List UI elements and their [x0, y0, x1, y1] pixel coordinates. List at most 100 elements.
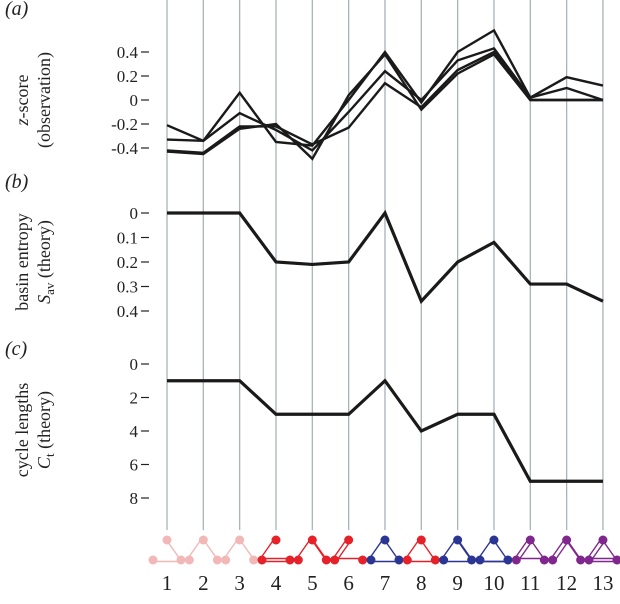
y-tick-label: 0.2: [117, 253, 138, 272]
x-tick-label: 13: [592, 571, 613, 595]
panel-a: (a) z-score (observation) 0.4 0.2 0 -0.2 -0.4: [5, 0, 604, 161]
x-tick-label: 5: [307, 571, 318, 595]
y-axis-label: cycle lengths Ct (theory): [12, 383, 57, 477]
motif-node: [475, 555, 485, 565]
y-axis-label-line: z-score: [12, 75, 32, 127]
x-tick-label: 3: [234, 571, 245, 595]
motif-icon-5: [293, 535, 331, 565]
motif-node: [503, 555, 513, 565]
y-axis-label-symbol: z: [12, 118, 32, 126]
y-tick-label: 0.3: [117, 278, 138, 297]
x-tick-label: 8: [416, 571, 427, 595]
y-tick-label: -0.2: [111, 115, 138, 134]
x-tick-label: 2: [198, 571, 209, 595]
x-tick-label: 12: [556, 571, 577, 595]
panel-label: (c): [5, 338, 28, 360]
motif-icon-9: [439, 535, 477, 565]
motif-node: [562, 535, 572, 545]
motif-icon-11: [511, 535, 549, 565]
y-axis-label-line: Ct (theory): [34, 391, 57, 469]
y-axis-label: z-score (observation): [12, 52, 55, 148]
y-axis-label-subscript: t: [42, 453, 57, 457]
x-tick-label: 10: [483, 571, 504, 595]
x-tick-label: 4: [271, 571, 282, 595]
motif-icon-6: [330, 535, 368, 565]
motif-icon-3: [221, 535, 259, 565]
y-tick-label: 0.1: [117, 229, 138, 248]
motif-node: [257, 555, 267, 565]
motif-node: [576, 555, 586, 565]
series-line-1: [167, 209, 604, 305]
motif-icon-12: [548, 535, 586, 565]
motif-icon-10: [475, 535, 513, 565]
motif-node: [285, 555, 295, 565]
motif-node: [321, 555, 331, 565]
motif-node: [467, 555, 477, 565]
panel-b: (b) basin entropy Sav (theory) 0 0.1 0.2 0.3 0.…: [5, 171, 604, 321]
motif-node: [330, 555, 340, 565]
y-axis-label-text: (theory): [34, 220, 55, 282]
series-line-2: [166, 46, 604, 152]
y-tick-label: 0.4: [117, 302, 139, 321]
motif-node: [598, 535, 608, 545]
motif-node: [221, 555, 231, 565]
motif-icon-8: [402, 535, 440, 565]
x-tick-label: 9: [452, 571, 463, 595]
motif-node: [148, 555, 158, 565]
motif-node: [249, 555, 259, 565]
y-axis-label-line: (observation): [34, 52, 55, 148]
motif-icon-13: [584, 535, 620, 565]
series-line-1: [167, 378, 603, 483]
y-axis-label-subscript: av: [42, 282, 57, 295]
motif-node: [416, 535, 426, 545]
motif-node: [235, 535, 245, 545]
motif-node: [584, 555, 594, 565]
panel-label: (a): [5, 0, 29, 20]
y-axis-label: basin entropy Sav (theory): [12, 213, 57, 310]
y-tick-label: 0: [130, 204, 139, 223]
motif-node: [271, 535, 281, 545]
motif-node: [612, 555, 620, 565]
motif-node: [489, 535, 499, 545]
series-line-4: [166, 52, 603, 161]
motif-node: [453, 535, 463, 545]
motif-icon-2: [184, 535, 222, 565]
motif-node: [511, 555, 521, 565]
motif-node: [366, 555, 376, 565]
y-tick-label: 6: [130, 456, 139, 475]
y-axis-label-line: Sav (theory): [34, 220, 57, 304]
motif-node: [344, 535, 354, 545]
motif-node: [198, 535, 208, 545]
y-tick-label: 0.4: [117, 43, 139, 62]
y-tick-label: 0: [130, 355, 139, 374]
y-axis-label-symbol: C: [34, 456, 54, 469]
y-tick-label: 8: [130, 489, 139, 508]
motif-node: [212, 555, 222, 565]
y-axis-label-line: cycle lengths: [12, 383, 32, 477]
y-tick-label: 0: [130, 91, 139, 110]
motif-node: [380, 535, 390, 545]
motif-icon-1: [148, 535, 186, 565]
x-tick-label: 6: [343, 571, 354, 595]
x-tick-label: 7: [380, 571, 391, 595]
motif-node: [525, 535, 535, 545]
y-tick-label: 4: [130, 422, 139, 441]
motif-icon-4: [257, 535, 295, 565]
motif-node: [548, 555, 558, 565]
y-axis-label-symbol: S: [34, 295, 54, 304]
motif-node: [307, 535, 317, 545]
y-axis-label-text: (theory): [34, 391, 55, 453]
motif-node: [430, 555, 440, 565]
x-tick-label: 11: [520, 571, 540, 595]
motif-node: [162, 535, 172, 545]
motif-node: [539, 555, 549, 565]
motif-node: [176, 555, 186, 565]
motif-node: [439, 555, 449, 565]
motif-node: [358, 555, 368, 565]
motif-node: [293, 555, 303, 565]
y-axis-label-text: -score: [12, 75, 32, 119]
motif-node: [184, 555, 194, 565]
y-tick-label: 2: [130, 389, 139, 408]
y-tick-label: -0.4: [111, 139, 138, 158]
